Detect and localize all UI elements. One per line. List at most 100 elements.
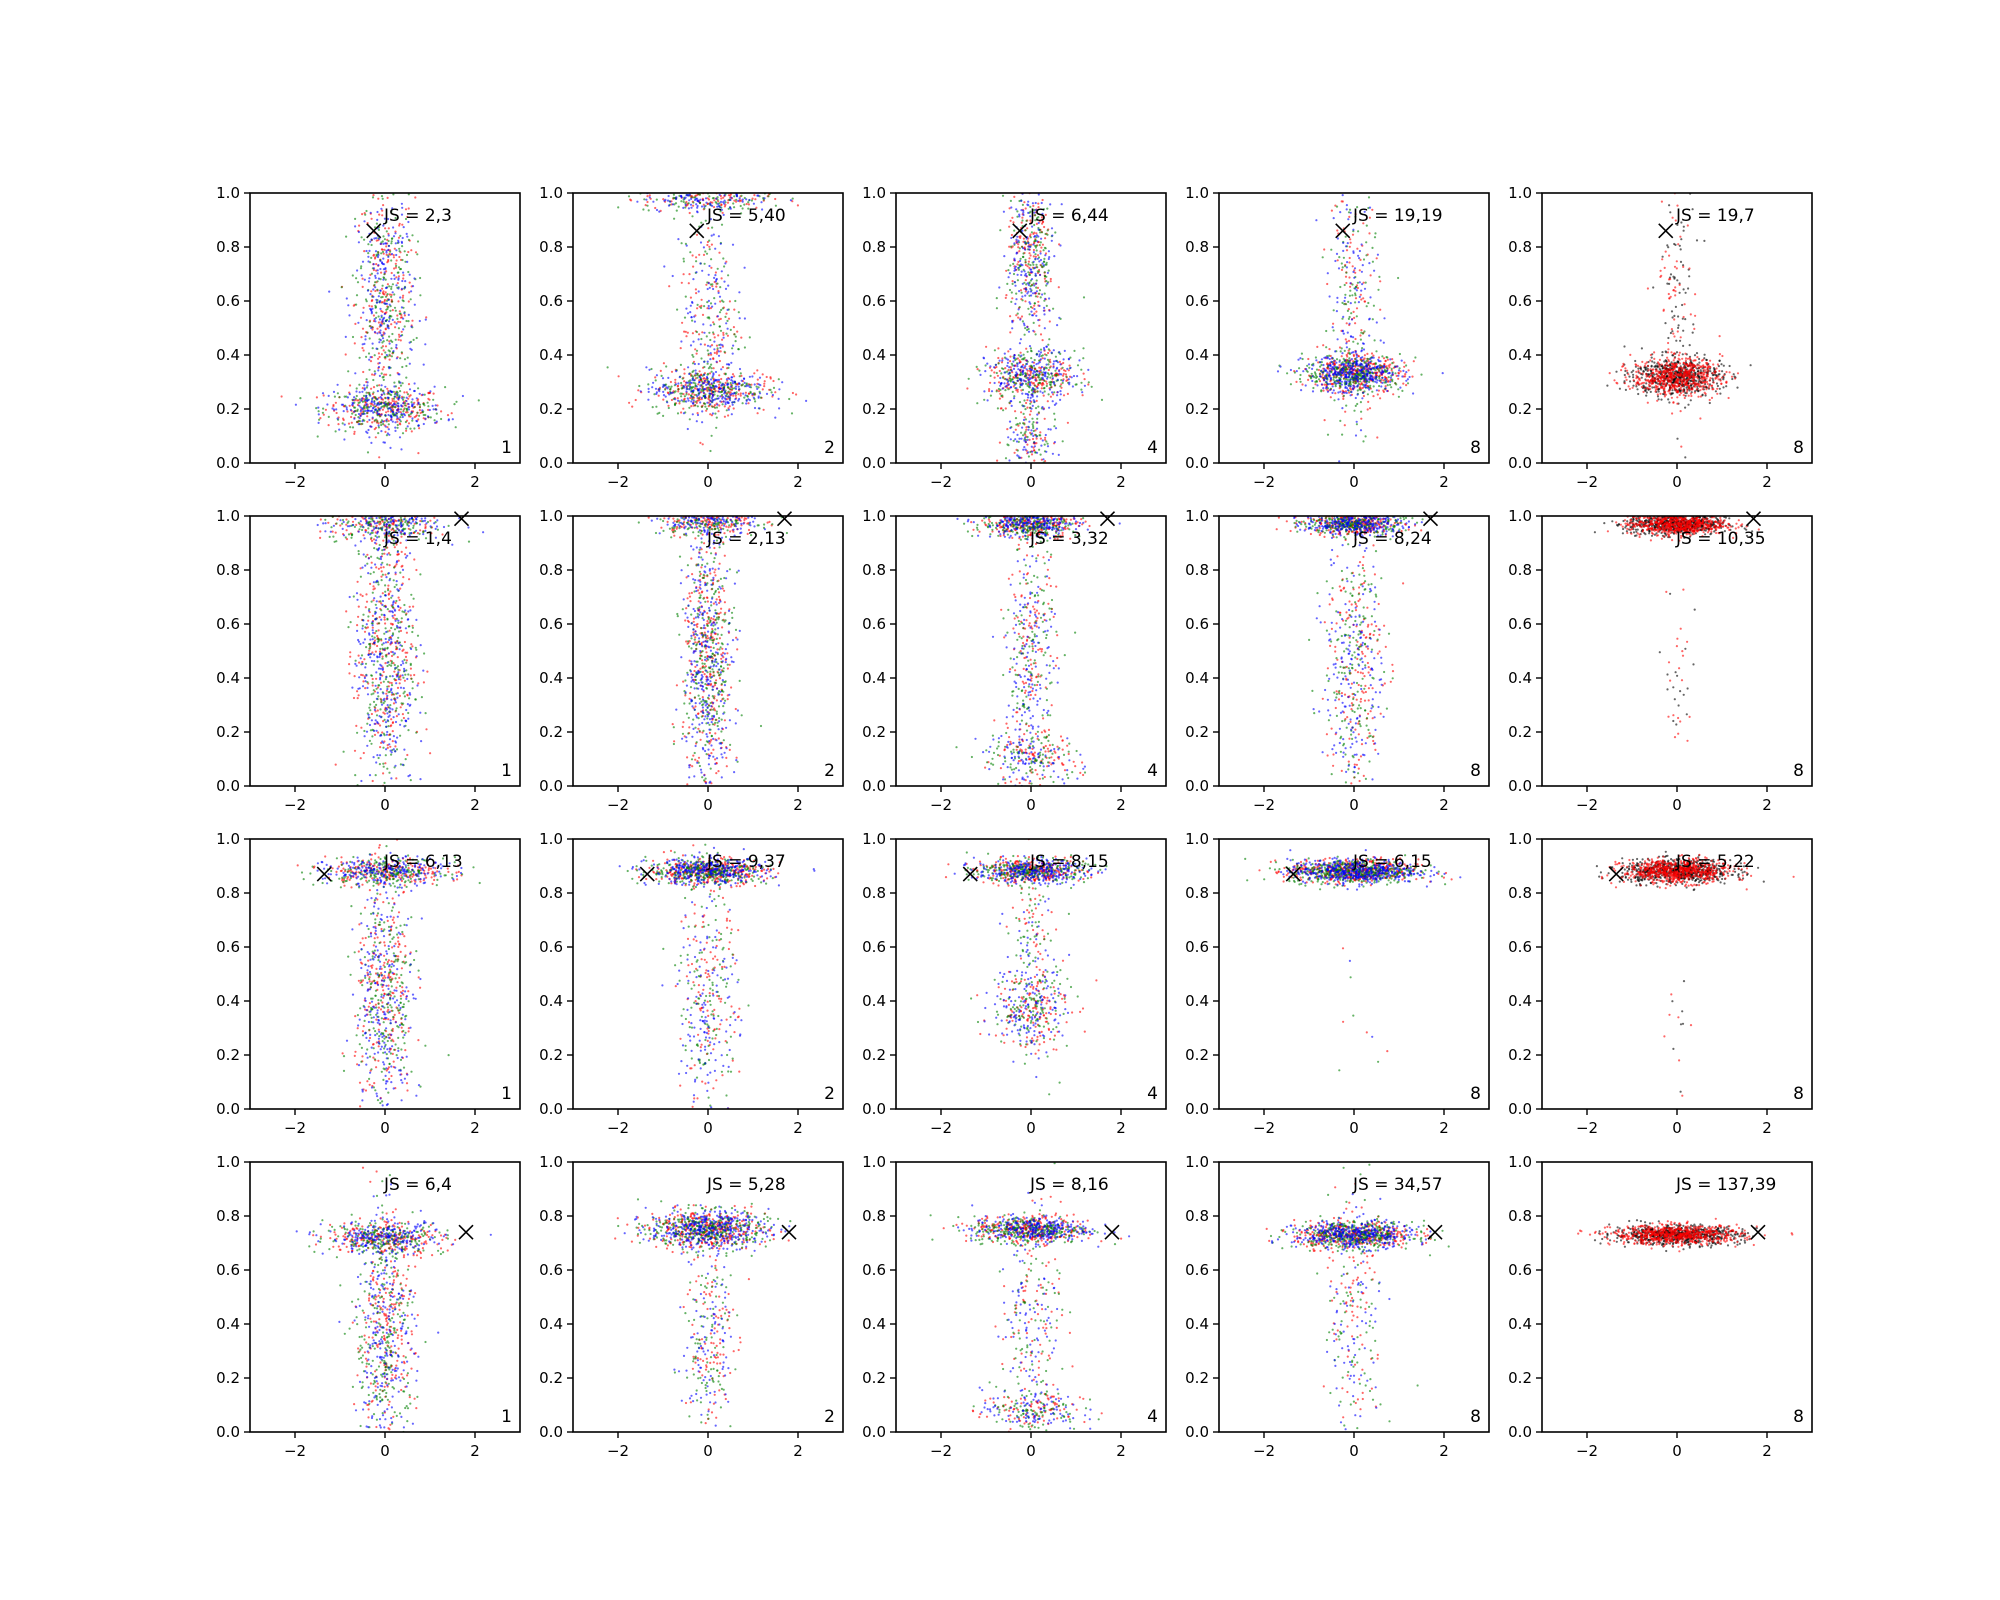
data-point [708, 384, 711, 387]
data-point [1016, 422, 1019, 426]
data-point [1377, 356, 1381, 359]
data-point [756, 387, 759, 390]
data-point [1368, 388, 1371, 391]
data-point [399, 267, 403, 271]
data-point [713, 297, 716, 300]
data-point [1324, 375, 1327, 378]
data-point [1007, 388, 1010, 391]
data-point [1315, 368, 1319, 371]
data-point [390, 323, 393, 326]
data-point [967, 377, 970, 380]
data-point [1038, 244, 1041, 247]
data-point [667, 404, 670, 407]
data-point [1044, 436, 1047, 439]
data-point [413, 406, 416, 409]
data-point [698, 333, 701, 336]
data-point [1366, 368, 1369, 371]
data-point [699, 241, 703, 244]
data-point [763, 197, 766, 200]
data-point [391, 318, 394, 321]
data-point [1072, 374, 1076, 378]
data-point [643, 198, 646, 201]
data-point [716, 267, 719, 270]
data-point [408, 388, 412, 391]
data-point [1035, 232, 1038, 235]
data-point [1039, 252, 1042, 255]
data-point [363, 388, 366, 391]
data-point [1047, 348, 1050, 351]
data-point [1012, 272, 1016, 276]
data-point [1009, 199, 1013, 202]
data-point [363, 250, 366, 253]
data-point [997, 362, 1000, 365]
data-point [1034, 272, 1037, 275]
data-point [708, 396, 711, 399]
data-point [1325, 346, 1328, 349]
data-point [1030, 294, 1033, 297]
data-point [1087, 368, 1090, 371]
data-point [360, 265, 363, 268]
data-point [351, 335, 355, 339]
data-point [744, 391, 748, 394]
data-point [636, 200, 639, 203]
data-point [721, 366, 725, 369]
data-point [690, 390, 693, 393]
data-point [1062, 361, 1065, 365]
data-point [1022, 237, 1025, 240]
data-point [713, 393, 716, 396]
data-point [1082, 296, 1086, 299]
data-point [407, 313, 410, 316]
data-point [693, 196, 696, 199]
data-point [695, 385, 698, 388]
data-point [461, 394, 464, 398]
data-point [317, 421, 320, 424]
data-point [1355, 356, 1358, 359]
data-point [1032, 329, 1035, 332]
series-blue [294, 202, 464, 451]
data-point [1317, 378, 1321, 381]
data-point [738, 197, 741, 200]
data-point [1289, 368, 1292, 372]
data-point [1359, 401, 1362, 404]
data-point [740, 374, 743, 377]
data-point [654, 376, 657, 379]
data-point [682, 260, 686, 263]
data-point [370, 401, 373, 404]
data-point [383, 271, 386, 274]
data-point [1026, 376, 1030, 379]
data-point [1348, 294, 1351, 297]
data-point [1033, 312, 1036, 315]
data-point [731, 387, 734, 390]
data-point [1017, 368, 1020, 371]
data-point [362, 394, 366, 397]
data-point [711, 305, 714, 308]
data-point [712, 357, 715, 361]
data-point [704, 379, 707, 382]
data-point [1018, 247, 1021, 250]
data-point [715, 344, 719, 347]
data-point [394, 262, 397, 265]
data-point [681, 321, 684, 324]
data-point [663, 265, 666, 268]
data-point [399, 339, 402, 342]
data-point [774, 197, 777, 201]
data-point [1362, 258, 1366, 261]
data-point [716, 282, 719, 285]
data-point [1045, 284, 1048, 287]
data-point [673, 403, 677, 406]
data-point [1017, 316, 1020, 319]
data-point [684, 242, 688, 245]
data-point [667, 406, 670, 410]
data-point [737, 399, 740, 402]
data-point [1354, 337, 1357, 341]
data-point [403, 250, 406, 253]
data-point [1353, 316, 1356, 319]
data-point [727, 401, 730, 405]
data-point [424, 413, 427, 417]
data-point [1412, 392, 1415, 395]
data-point [983, 398, 986, 401]
data-point [627, 195, 631, 198]
data-point [727, 363, 730, 366]
data-point [402, 402, 405, 405]
data-point [1365, 382, 1368, 385]
